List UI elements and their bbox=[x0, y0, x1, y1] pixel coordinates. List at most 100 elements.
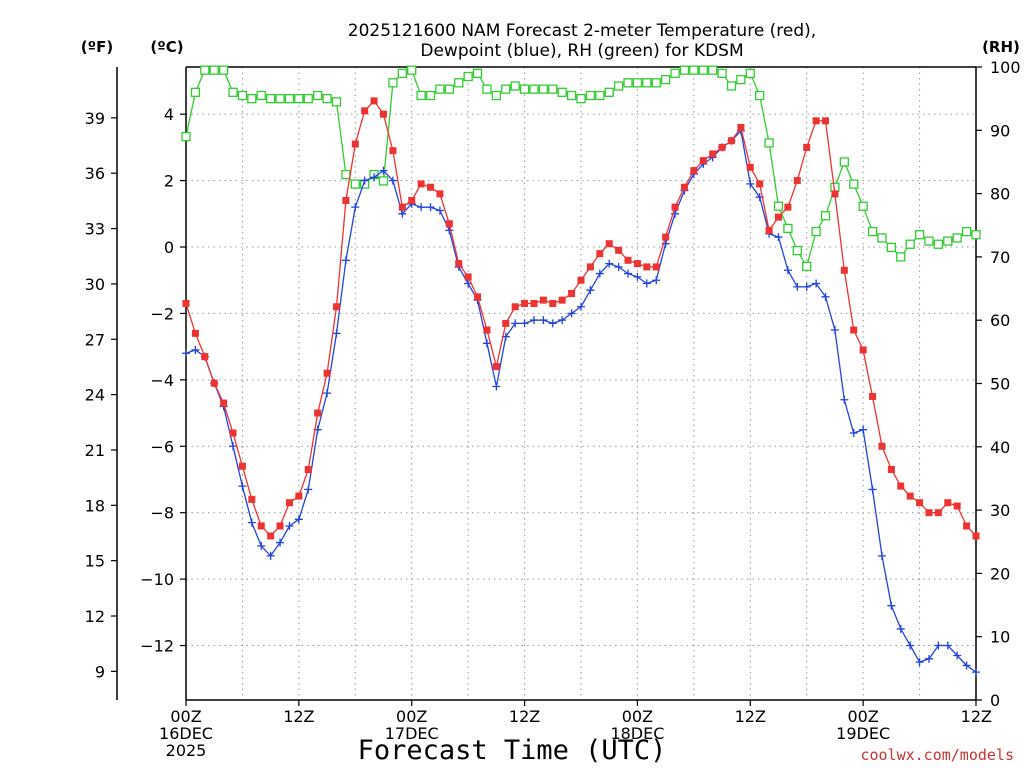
rh-point bbox=[566, 90, 577, 101]
unit-celsius-label: (ºC) bbox=[150, 38, 183, 56]
dewpoint-point bbox=[304, 485, 313, 494]
temperature-point bbox=[314, 409, 322, 417]
dewpoint-point bbox=[943, 641, 952, 650]
dewpoint-point bbox=[182, 349, 190, 358]
rh-point bbox=[961, 226, 972, 237]
temperature-point bbox=[427, 183, 435, 191]
dewpoint-point bbox=[229, 442, 238, 451]
dewpoint-point bbox=[370, 173, 379, 182]
dewpoint-point bbox=[915, 658, 924, 667]
rh-point bbox=[792, 245, 802, 256]
dewpoint-point bbox=[633, 272, 642, 281]
rh-point bbox=[820, 211, 831, 221]
x-tick-label: 00Z bbox=[170, 707, 201, 726]
celsius-tick-label: 0 bbox=[164, 238, 174, 257]
temperature-point bbox=[238, 462, 246, 470]
temperature-point bbox=[285, 499, 293, 507]
dewpoint-point bbox=[624, 269, 633, 278]
rh-point bbox=[341, 169, 351, 180]
temperature-point bbox=[342, 197, 350, 205]
temperature-point bbox=[558, 296, 566, 304]
temperature-point bbox=[596, 250, 604, 258]
rh-tick-label: 20 bbox=[990, 564, 1010, 583]
dewpoint-point bbox=[840, 395, 849, 404]
temperature-point bbox=[539, 296, 547, 304]
temperature-point bbox=[775, 213, 782, 221]
dewpoint-point bbox=[257, 541, 266, 550]
dewpoint-point bbox=[812, 279, 821, 288]
unit-rh-label: (RH) bbox=[982, 38, 1020, 56]
unit-fahrenheit-label: (ºF) bbox=[81, 38, 113, 56]
rh-point bbox=[388, 78, 398, 88]
rh-point bbox=[322, 94, 332, 104]
celsius-tick-label: −10 bbox=[140, 570, 174, 589]
dewpoint-point bbox=[595, 269, 604, 278]
rh-point bbox=[914, 230, 925, 240]
fahrenheit-tick-label: 21 bbox=[85, 441, 105, 460]
rh-point bbox=[849, 179, 859, 189]
rh-point bbox=[303, 94, 313, 104]
rh-tick-label: 10 bbox=[990, 628, 1010, 647]
dewpoint-point bbox=[558, 316, 567, 325]
series-rh bbox=[181, 65, 981, 272]
temperature-point bbox=[323, 369, 331, 377]
dewpoint-point bbox=[906, 641, 915, 650]
temperature-point bbox=[530, 299, 538, 307]
dewpoint-point bbox=[924, 654, 933, 663]
temperature-point bbox=[953, 502, 961, 510]
x-tick-label: 12Z bbox=[509, 707, 540, 726]
rh-point bbox=[585, 90, 596, 101]
x-tick-label: 16DEC bbox=[159, 724, 213, 743]
temperature-point bbox=[464, 273, 472, 281]
dewpoint-point bbox=[859, 425, 868, 434]
dewpoint-point bbox=[746, 179, 755, 188]
temperature-point bbox=[182, 299, 190, 307]
temperature-point bbox=[398, 203, 406, 211]
temperature-point bbox=[295, 492, 303, 500]
temperature-point bbox=[445, 220, 453, 228]
celsius-tick-label: −4 bbox=[150, 371, 174, 390]
fahrenheit-tick-label: 18 bbox=[85, 496, 105, 515]
rh-point bbox=[454, 78, 464, 88]
temperature-point bbox=[191, 329, 199, 337]
dewpoint-point bbox=[341, 256, 350, 265]
temperature-point bbox=[822, 117, 830, 125]
temperature-point bbox=[483, 326, 491, 334]
dewpoint-point bbox=[351, 203, 360, 212]
rh-point bbox=[933, 239, 944, 249]
temperature-point bbox=[267, 532, 275, 540]
dewpoint-point bbox=[849, 428, 858, 437]
celsius-tick-label: 2 bbox=[164, 172, 174, 191]
dewpoint-point bbox=[191, 345, 200, 354]
rh-point bbox=[237, 90, 248, 101]
x-tick-label: 12Z bbox=[283, 707, 314, 726]
dewpoint-point bbox=[830, 326, 839, 335]
rh-point bbox=[651, 78, 661, 88]
temperature-point bbox=[925, 509, 933, 517]
temperature-point bbox=[850, 326, 858, 334]
x-tick-label: 00Z bbox=[396, 707, 427, 726]
fahrenheit-tick-label: 15 bbox=[85, 552, 105, 571]
celsius-tick-label: −6 bbox=[150, 437, 174, 456]
series-temperature bbox=[182, 97, 980, 540]
temperature-point bbox=[605, 240, 613, 248]
rh-point bbox=[265, 94, 276, 104]
rh-point bbox=[275, 94, 285, 104]
temperature-point bbox=[671, 203, 679, 211]
dewpoint-point bbox=[774, 233, 783, 242]
fahrenheit-tick-label: 30 bbox=[85, 275, 105, 294]
rh-tick-label: 50 bbox=[990, 375, 1010, 394]
temperature-point bbox=[210, 379, 218, 387]
dewpoint-point bbox=[238, 482, 247, 491]
rh-point bbox=[877, 233, 887, 243]
rh-point bbox=[416, 90, 426, 101]
temperature-point bbox=[897, 482, 905, 490]
dewpoint-point bbox=[285, 521, 294, 530]
rh-point bbox=[548, 84, 558, 94]
dewpoint-point bbox=[896, 624, 905, 633]
temperature-point bbox=[474, 293, 482, 301]
temperature-point bbox=[916, 499, 924, 507]
rh-point bbox=[350, 179, 360, 189]
rh-tick-label: 40 bbox=[990, 438, 1010, 457]
